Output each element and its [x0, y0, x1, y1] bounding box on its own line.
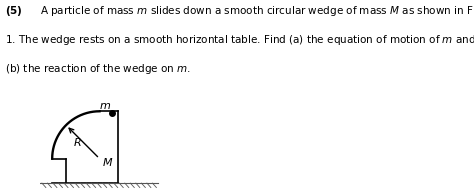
Text: R: R	[73, 138, 81, 148]
Text: 1. The wedge rests on a smooth horizontal table. Find (a) the equation of motion: 1. The wedge rests on a smooth horizonta…	[5, 33, 474, 47]
Text: A particle of mass $m$ slides down a smooth circular wedge of mass $M$ as shown : A particle of mass $m$ slides down a smo…	[40, 4, 474, 18]
Text: $\mathbf{(5)}$: $\mathbf{(5)}$	[5, 4, 23, 18]
Text: m: m	[100, 100, 110, 111]
Text: M: M	[103, 158, 112, 168]
Text: (b) the reaction of the wedge on $m$.: (b) the reaction of the wedge on $m$.	[5, 62, 191, 76]
